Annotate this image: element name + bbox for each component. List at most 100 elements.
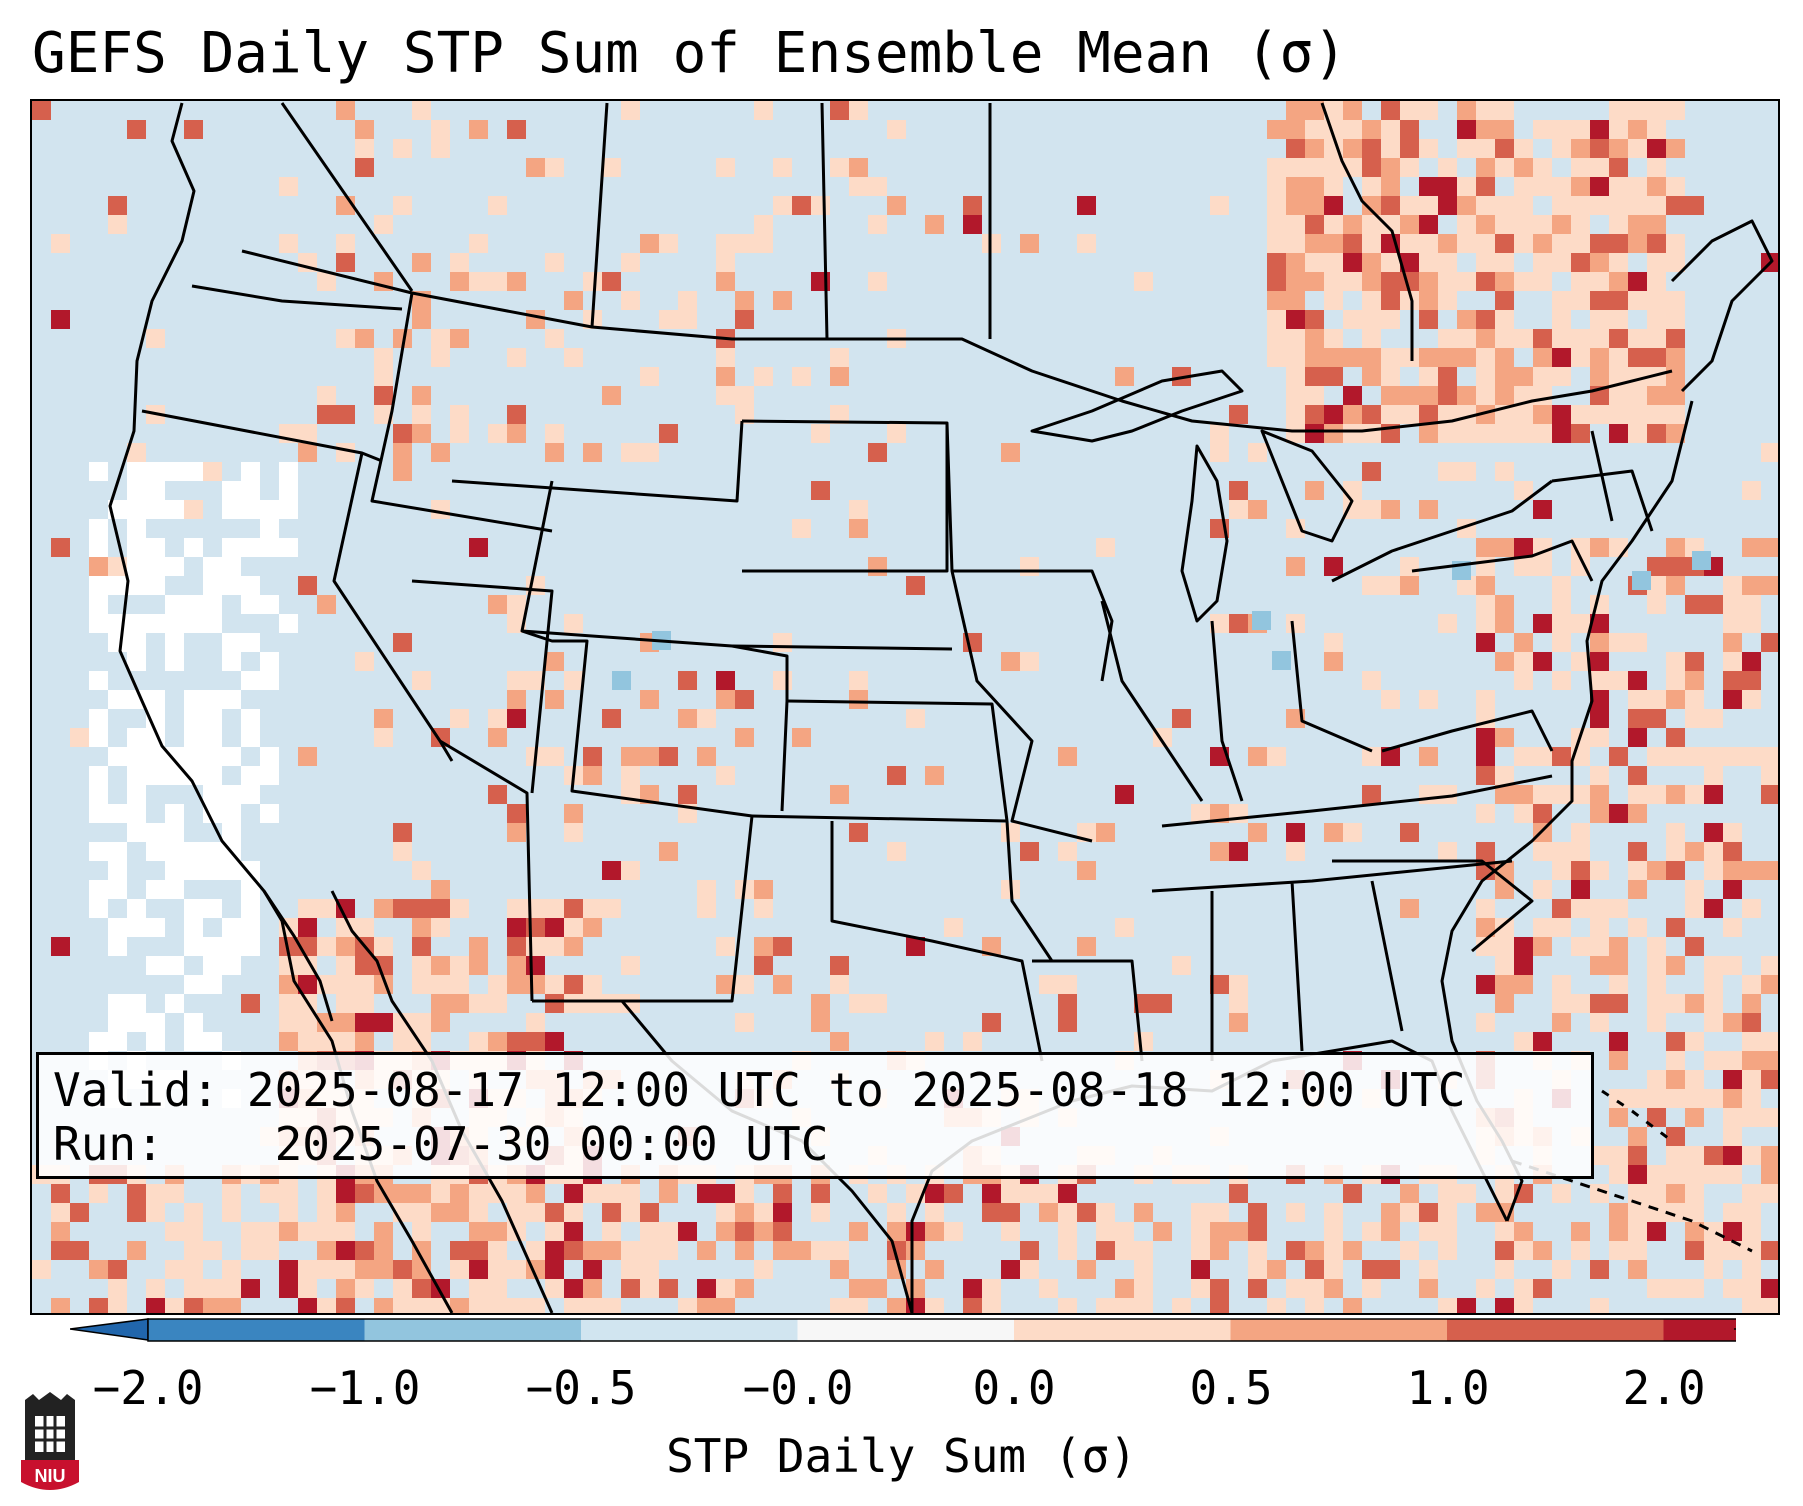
stp-cell bbox=[1400, 557, 1419, 576]
stp-cell bbox=[1742, 690, 1761, 709]
stp-cell bbox=[374, 348, 393, 367]
stp-cell bbox=[1685, 785, 1704, 804]
stp-cell bbox=[1077, 861, 1096, 880]
stp-cell bbox=[1267, 215, 1286, 234]
stp-cell bbox=[1362, 500, 1381, 519]
stp-cell bbox=[1571, 842, 1590, 861]
stp-cell bbox=[944, 1184, 963, 1203]
stp-cell bbox=[1571, 652, 1590, 671]
stp-cell bbox=[241, 462, 260, 481]
stp-cell bbox=[526, 671, 545, 690]
stp-cell bbox=[89, 1032, 108, 1051]
stp-cell bbox=[659, 747, 678, 766]
stp-cell bbox=[1609, 177, 1628, 196]
stp-cell bbox=[412, 386, 431, 405]
stp-cell bbox=[1609, 671, 1628, 690]
stp-cell bbox=[697, 1184, 716, 1203]
stp-cell bbox=[1362, 310, 1381, 329]
stp-cell bbox=[1229, 481, 1248, 500]
colorbar-outline bbox=[147, 1318, 1736, 1342]
stp-cell bbox=[925, 766, 944, 785]
stp-cell bbox=[583, 975, 602, 994]
stp-cell bbox=[317, 1298, 336, 1313]
stp-cell bbox=[184, 1260, 203, 1279]
stp-cell bbox=[1609, 1051, 1628, 1070]
stp-cell bbox=[203, 842, 222, 861]
stp-cell bbox=[849, 158, 868, 177]
stp-cell bbox=[127, 747, 146, 766]
stp-cell bbox=[488, 975, 507, 994]
stp-cell bbox=[1590, 234, 1609, 253]
stp-cell bbox=[165, 652, 184, 671]
stp-cell bbox=[317, 1032, 336, 1051]
stp-cell bbox=[1343, 500, 1362, 519]
stp-cell bbox=[336, 1203, 355, 1222]
stp-cell bbox=[1039, 1203, 1058, 1222]
stp-cell bbox=[1115, 785, 1134, 804]
stp-cell bbox=[222, 785, 241, 804]
stp-cell bbox=[1305, 1260, 1324, 1279]
stp-cell bbox=[165, 500, 184, 519]
stp-cell bbox=[1419, 1279, 1438, 1298]
stp-cell bbox=[583, 994, 602, 1013]
stp-cell bbox=[1058, 1241, 1077, 1260]
stp-cell bbox=[279, 481, 298, 500]
stp-cell bbox=[583, 1241, 602, 1260]
stp-cell bbox=[184, 1222, 203, 1241]
stp-cell bbox=[1476, 139, 1495, 158]
stp-cell bbox=[1666, 747, 1685, 766]
stp-cell bbox=[1704, 1146, 1723, 1165]
stp-cell bbox=[1533, 348, 1552, 367]
stp-cell bbox=[469, 937, 488, 956]
stp-cell bbox=[165, 823, 184, 842]
stp-cell bbox=[260, 766, 279, 785]
stp-cell bbox=[317, 937, 336, 956]
stp-cell bbox=[1476, 614, 1495, 633]
stp-cell bbox=[1685, 595, 1704, 614]
stp-cell bbox=[412, 1013, 431, 1032]
stp-cell bbox=[1400, 234, 1419, 253]
stp-cell bbox=[811, 196, 830, 215]
stp-cell bbox=[830, 785, 849, 804]
stp-cell bbox=[1685, 671, 1704, 690]
stp-cell bbox=[621, 443, 640, 462]
stp-cell bbox=[1134, 272, 1153, 291]
stp-cell bbox=[1552, 348, 1571, 367]
stp-cell bbox=[203, 614, 222, 633]
stp-cell bbox=[241, 500, 260, 519]
stp-cell bbox=[1495, 462, 1514, 481]
stp-cell bbox=[127, 576, 146, 595]
stp-cell bbox=[1552, 975, 1571, 994]
stp-cell bbox=[1343, 253, 1362, 272]
stp-cell bbox=[336, 101, 355, 120]
stp-cell bbox=[1666, 956, 1685, 975]
stp-cell bbox=[127, 481, 146, 500]
stp-cell bbox=[89, 899, 108, 918]
stp-cell bbox=[716, 1298, 735, 1313]
stp-cell bbox=[849, 101, 868, 120]
stp-cell bbox=[1457, 272, 1476, 291]
stp-cell bbox=[1742, 1070, 1761, 1089]
stp-cell bbox=[1058, 747, 1077, 766]
stp-cell bbox=[1305, 1298, 1324, 1313]
stp-cell bbox=[1590, 861, 1609, 880]
stp-cell bbox=[51, 234, 70, 253]
stp-cell bbox=[1609, 975, 1628, 994]
stp-cell bbox=[982, 1203, 1001, 1222]
stp-cell bbox=[849, 177, 868, 196]
stp-cell bbox=[526, 310, 545, 329]
stp-cell bbox=[1761, 956, 1778, 975]
stp-cell bbox=[298, 443, 317, 462]
stp-cell bbox=[1666, 1146, 1685, 1165]
stp-cell bbox=[545, 1203, 564, 1222]
stp-cell bbox=[507, 1032, 526, 1051]
stp-cell bbox=[1571, 861, 1590, 880]
stp-cell bbox=[925, 1260, 944, 1279]
stp-cell bbox=[564, 899, 583, 918]
stp-cell bbox=[1514, 1279, 1533, 1298]
stp-cell bbox=[1381, 1260, 1400, 1279]
stp-cell bbox=[1571, 538, 1590, 557]
stp-cell bbox=[1571, 1222, 1590, 1241]
stp-cell bbox=[1172, 709, 1191, 728]
stp-cell bbox=[1362, 158, 1381, 177]
